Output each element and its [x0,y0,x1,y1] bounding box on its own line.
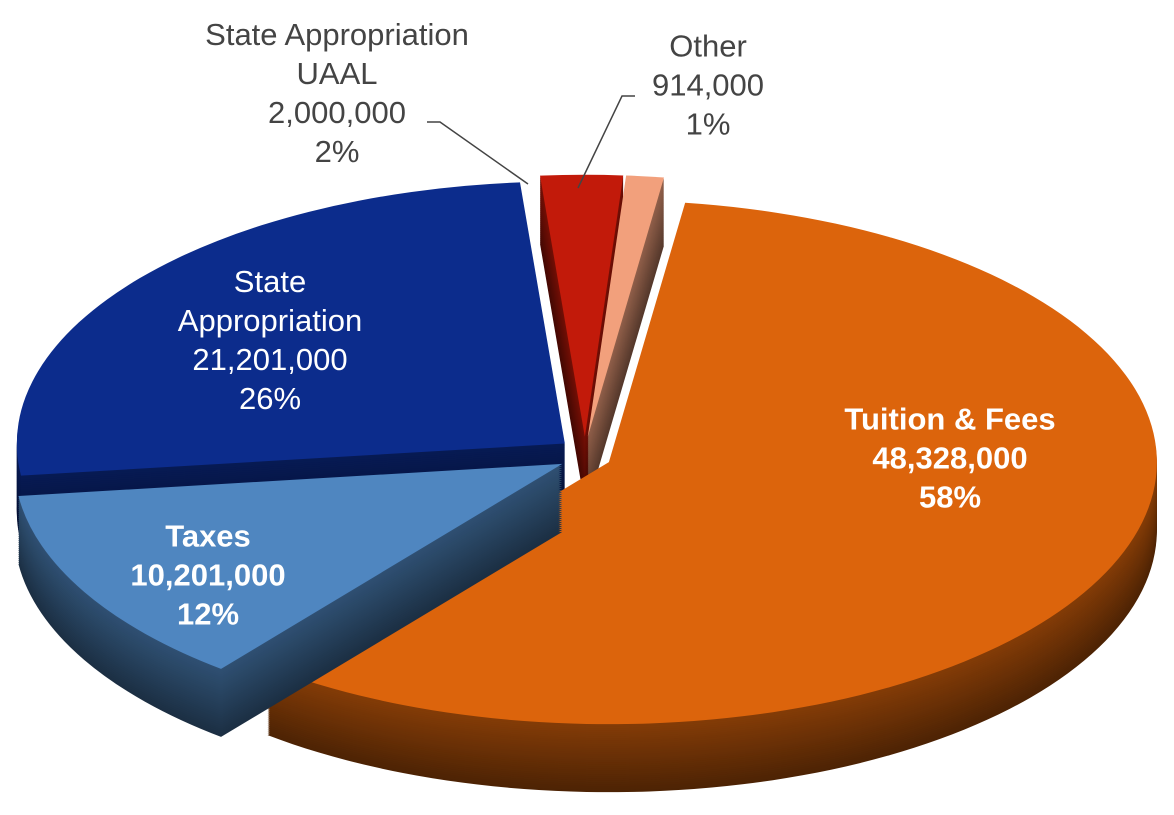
slice-label: State Appropriation 21,201,000 26% [155,262,385,418]
slice-label: State Appropriation UAAL 2,000,000 2% [167,15,507,171]
percent-label: 2% [314,134,360,169]
percent-label: 26% [238,381,302,416]
slice [267,202,1157,725]
slice-side-layer [587,189,664,451]
slice-side-layer [587,227,664,489]
slice-side-layer [587,239,664,501]
slice-side-layer [587,193,664,455]
category-label: State Appropriation [177,264,363,338]
value-label: 10,201,000 [130,557,286,593]
value-label: 914,000 [651,67,765,103]
slice-side-layer [587,201,664,463]
slice-side-layer [587,213,664,475]
slice-side-layer [587,221,664,483]
slice-side-layer [587,223,664,485]
slice-side-layer [587,203,664,465]
slice-label: Other 914,000 1% [608,27,808,144]
slice-side-layer [587,179,664,441]
slice-side-layer [587,219,664,481]
slice-label: Tuition & Fees 48,328,000 58% [800,400,1100,517]
slice [16,182,565,476]
slice-side-layer [587,241,664,503]
slice-side-layer [587,177,664,439]
slice-side-layer [587,183,664,445]
slice-side-layer [587,231,664,493]
value-label: 48,328,000 [872,440,1028,476]
slice-side-layer [587,235,664,497]
value-label: 21,201,000 [192,342,348,377]
slices [16,174,1157,793]
slice-side-layer [587,215,664,477]
slice-side-layer [587,229,664,491]
slice-side-layer [587,237,664,499]
slice-side-layer [587,185,664,447]
percent-label: 12% [176,596,240,632]
slice-side-layer [587,187,664,449]
slice-side-layer [587,199,664,461]
category-label: State Appropriation UAAL [205,17,469,91]
slice-side-layer [587,211,664,473]
slice-side-layer [587,197,664,459]
slice-side-layer [587,209,664,471]
slice-side-layer [587,181,664,443]
slice-side-layer [587,225,664,487]
slice [540,174,624,437]
percent-label: 1% [685,106,731,142]
slice-side-layer [587,233,664,495]
slice-side-layer [587,243,664,505]
slice-side-layer [587,207,664,469]
slice-side [587,177,664,505]
slice-side-layer [587,217,664,479]
value-label: 2,000,000 [268,95,406,130]
percent-label: 58% [918,479,982,515]
slice-side-layer [587,195,664,457]
slice-side-layer [587,191,664,453]
leader-line [427,121,529,185]
category-label: Tuition & Fees [844,401,1056,437]
slice-label: Taxes 10,201,000 12% [98,517,318,634]
leader-line [577,95,635,189]
category-label: Other [669,28,747,64]
category-label: Taxes [165,518,251,554]
slice [18,463,563,669]
slice-side-layer [587,205,664,467]
slice [587,175,664,437]
